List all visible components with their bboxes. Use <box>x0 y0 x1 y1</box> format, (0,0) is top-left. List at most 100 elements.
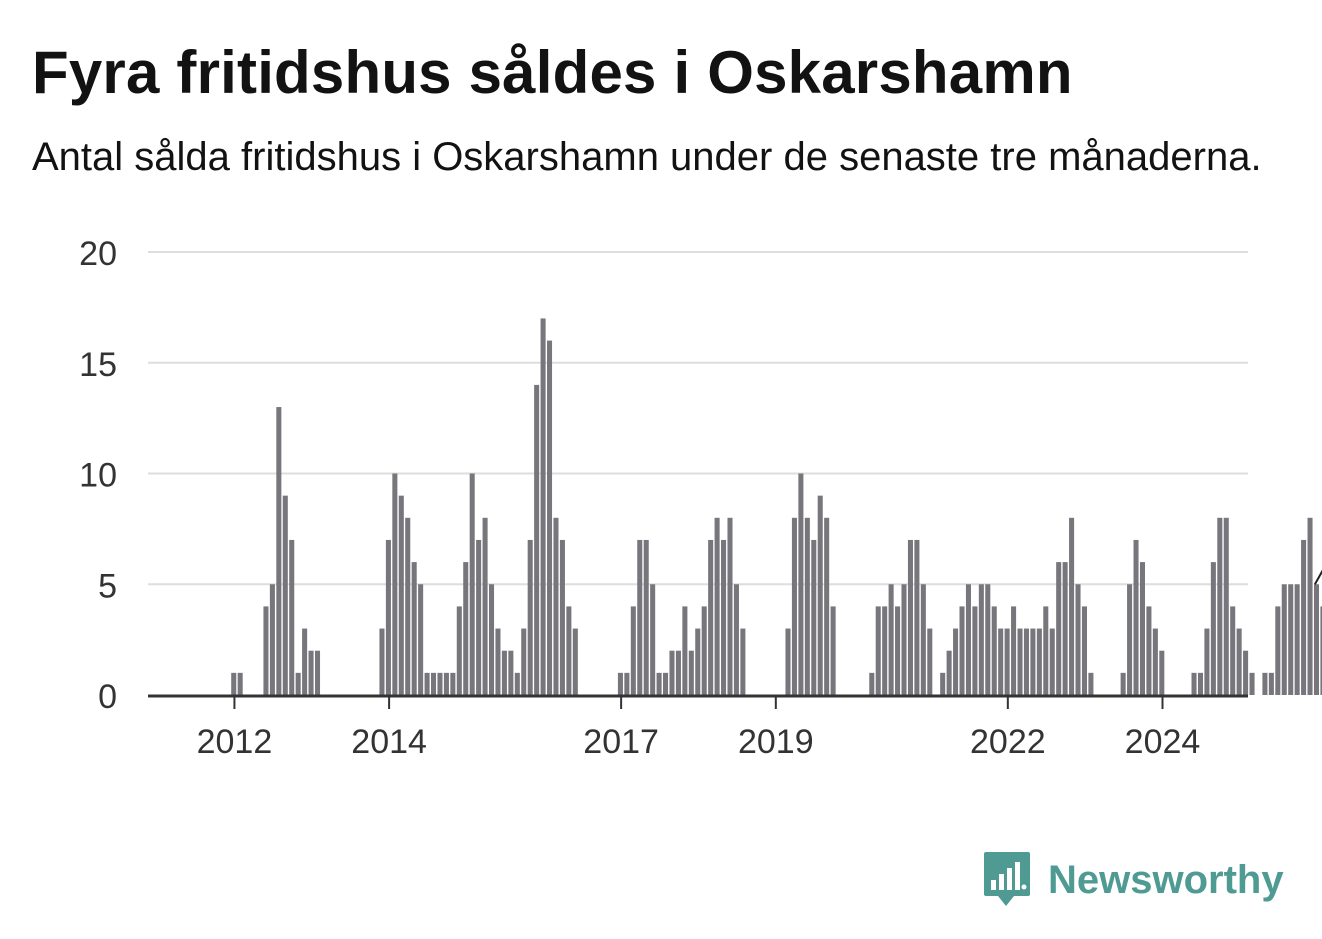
bar <box>1210 562 1216 695</box>
bar <box>385 539 391 695</box>
bar <box>882 606 888 695</box>
bar <box>276 407 282 695</box>
bar <box>907 539 913 695</box>
bar <box>1262 672 1268 695</box>
bar <box>869 672 875 695</box>
bar <box>527 539 533 695</box>
bar <box>1088 672 1094 695</box>
bar <box>450 672 456 695</box>
bar <box>785 628 791 695</box>
bar <box>411 562 417 695</box>
annotations: 4 <box>1313 569 1322 585</box>
bar <box>289 539 295 695</box>
bar <box>663 672 669 695</box>
bar <box>431 672 437 695</box>
bar <box>521 628 527 695</box>
newsworthy-chart-bubble-icon <box>984 852 1030 906</box>
bar <box>650 584 656 695</box>
bar <box>534 384 540 695</box>
x-tick-label: 2014 <box>351 723 427 761</box>
bar <box>701 606 707 695</box>
x-tick-label: 2019 <box>738 723 814 761</box>
bar <box>456 606 462 695</box>
bar <box>978 584 984 695</box>
bar <box>1288 584 1294 695</box>
bar <box>572 628 578 695</box>
bar <box>1017 628 1023 695</box>
bar <box>540 318 546 695</box>
bar <box>740 628 746 695</box>
chart-subtitle: Antal sålda fritidshus i Oskarshamn unde… <box>32 135 1262 179</box>
bar <box>514 672 520 695</box>
bar <box>1152 628 1158 695</box>
annotation-leader <box>1313 569 1322 585</box>
bar <box>1030 628 1036 695</box>
bar <box>398 495 404 695</box>
bar <box>1133 539 1139 695</box>
bar <box>489 584 495 695</box>
bar <box>1197 672 1203 695</box>
bar <box>1011 606 1017 695</box>
bar <box>888 584 894 695</box>
bar <box>1268 672 1274 695</box>
bar <box>682 606 688 695</box>
bar <box>643 539 649 695</box>
bar <box>714 517 720 695</box>
y-axis-labels: 0 5 10 15 20 <box>79 235 117 716</box>
bar <box>1307 517 1313 695</box>
bar <box>1191 672 1197 695</box>
y-tick-label: 15 <box>79 346 117 384</box>
bar <box>282 495 288 695</box>
bar <box>1146 606 1152 695</box>
bar <box>424 672 430 695</box>
bar <box>1120 672 1126 695</box>
bar <box>985 584 991 695</box>
bar <box>669 650 675 695</box>
bar <box>1281 584 1287 695</box>
bar <box>1294 584 1300 695</box>
brand-name: Newsworthy <box>1048 857 1284 902</box>
bar <box>1223 517 1229 695</box>
bar <box>495 628 501 695</box>
bar <box>1249 672 1255 695</box>
bar <box>1036 628 1042 695</box>
bars <box>231 318 1322 695</box>
bar <box>566 606 572 695</box>
bar <box>624 672 630 695</box>
y-tick-label: 0 <box>98 678 117 716</box>
bar <box>547 340 553 695</box>
bar <box>675 650 681 695</box>
chart-title: Fyra fritidshus såldes i Oskarshamn <box>32 39 1073 106</box>
bar <box>953 628 959 695</box>
bar <box>1049 628 1055 695</box>
bar <box>501 650 507 695</box>
bar <box>1127 584 1133 695</box>
newsworthy-logo: Newsworthy <box>982 850 1284 910</box>
bar <box>559 539 565 695</box>
bar <box>998 628 1004 695</box>
bar <box>637 539 643 695</box>
bar <box>656 672 662 695</box>
bar <box>231 672 237 695</box>
bar <box>295 672 301 695</box>
bar <box>688 650 694 695</box>
bar <box>482 517 488 695</box>
bar <box>798 473 804 695</box>
bar <box>1236 628 1242 695</box>
bar <box>804 517 810 695</box>
y-tick-label: 5 <box>98 567 117 605</box>
bar <box>1004 628 1010 695</box>
bar <box>392 473 398 695</box>
bar <box>463 562 469 695</box>
bar <box>733 584 739 695</box>
bar <box>959 606 965 695</box>
bar <box>791 517 797 695</box>
bar <box>695 628 701 695</box>
bar <box>418 584 424 695</box>
bar <box>1275 606 1281 695</box>
bar <box>1081 606 1087 695</box>
bar <box>237 672 243 695</box>
bar <box>708 539 714 695</box>
bar <box>946 650 952 695</box>
